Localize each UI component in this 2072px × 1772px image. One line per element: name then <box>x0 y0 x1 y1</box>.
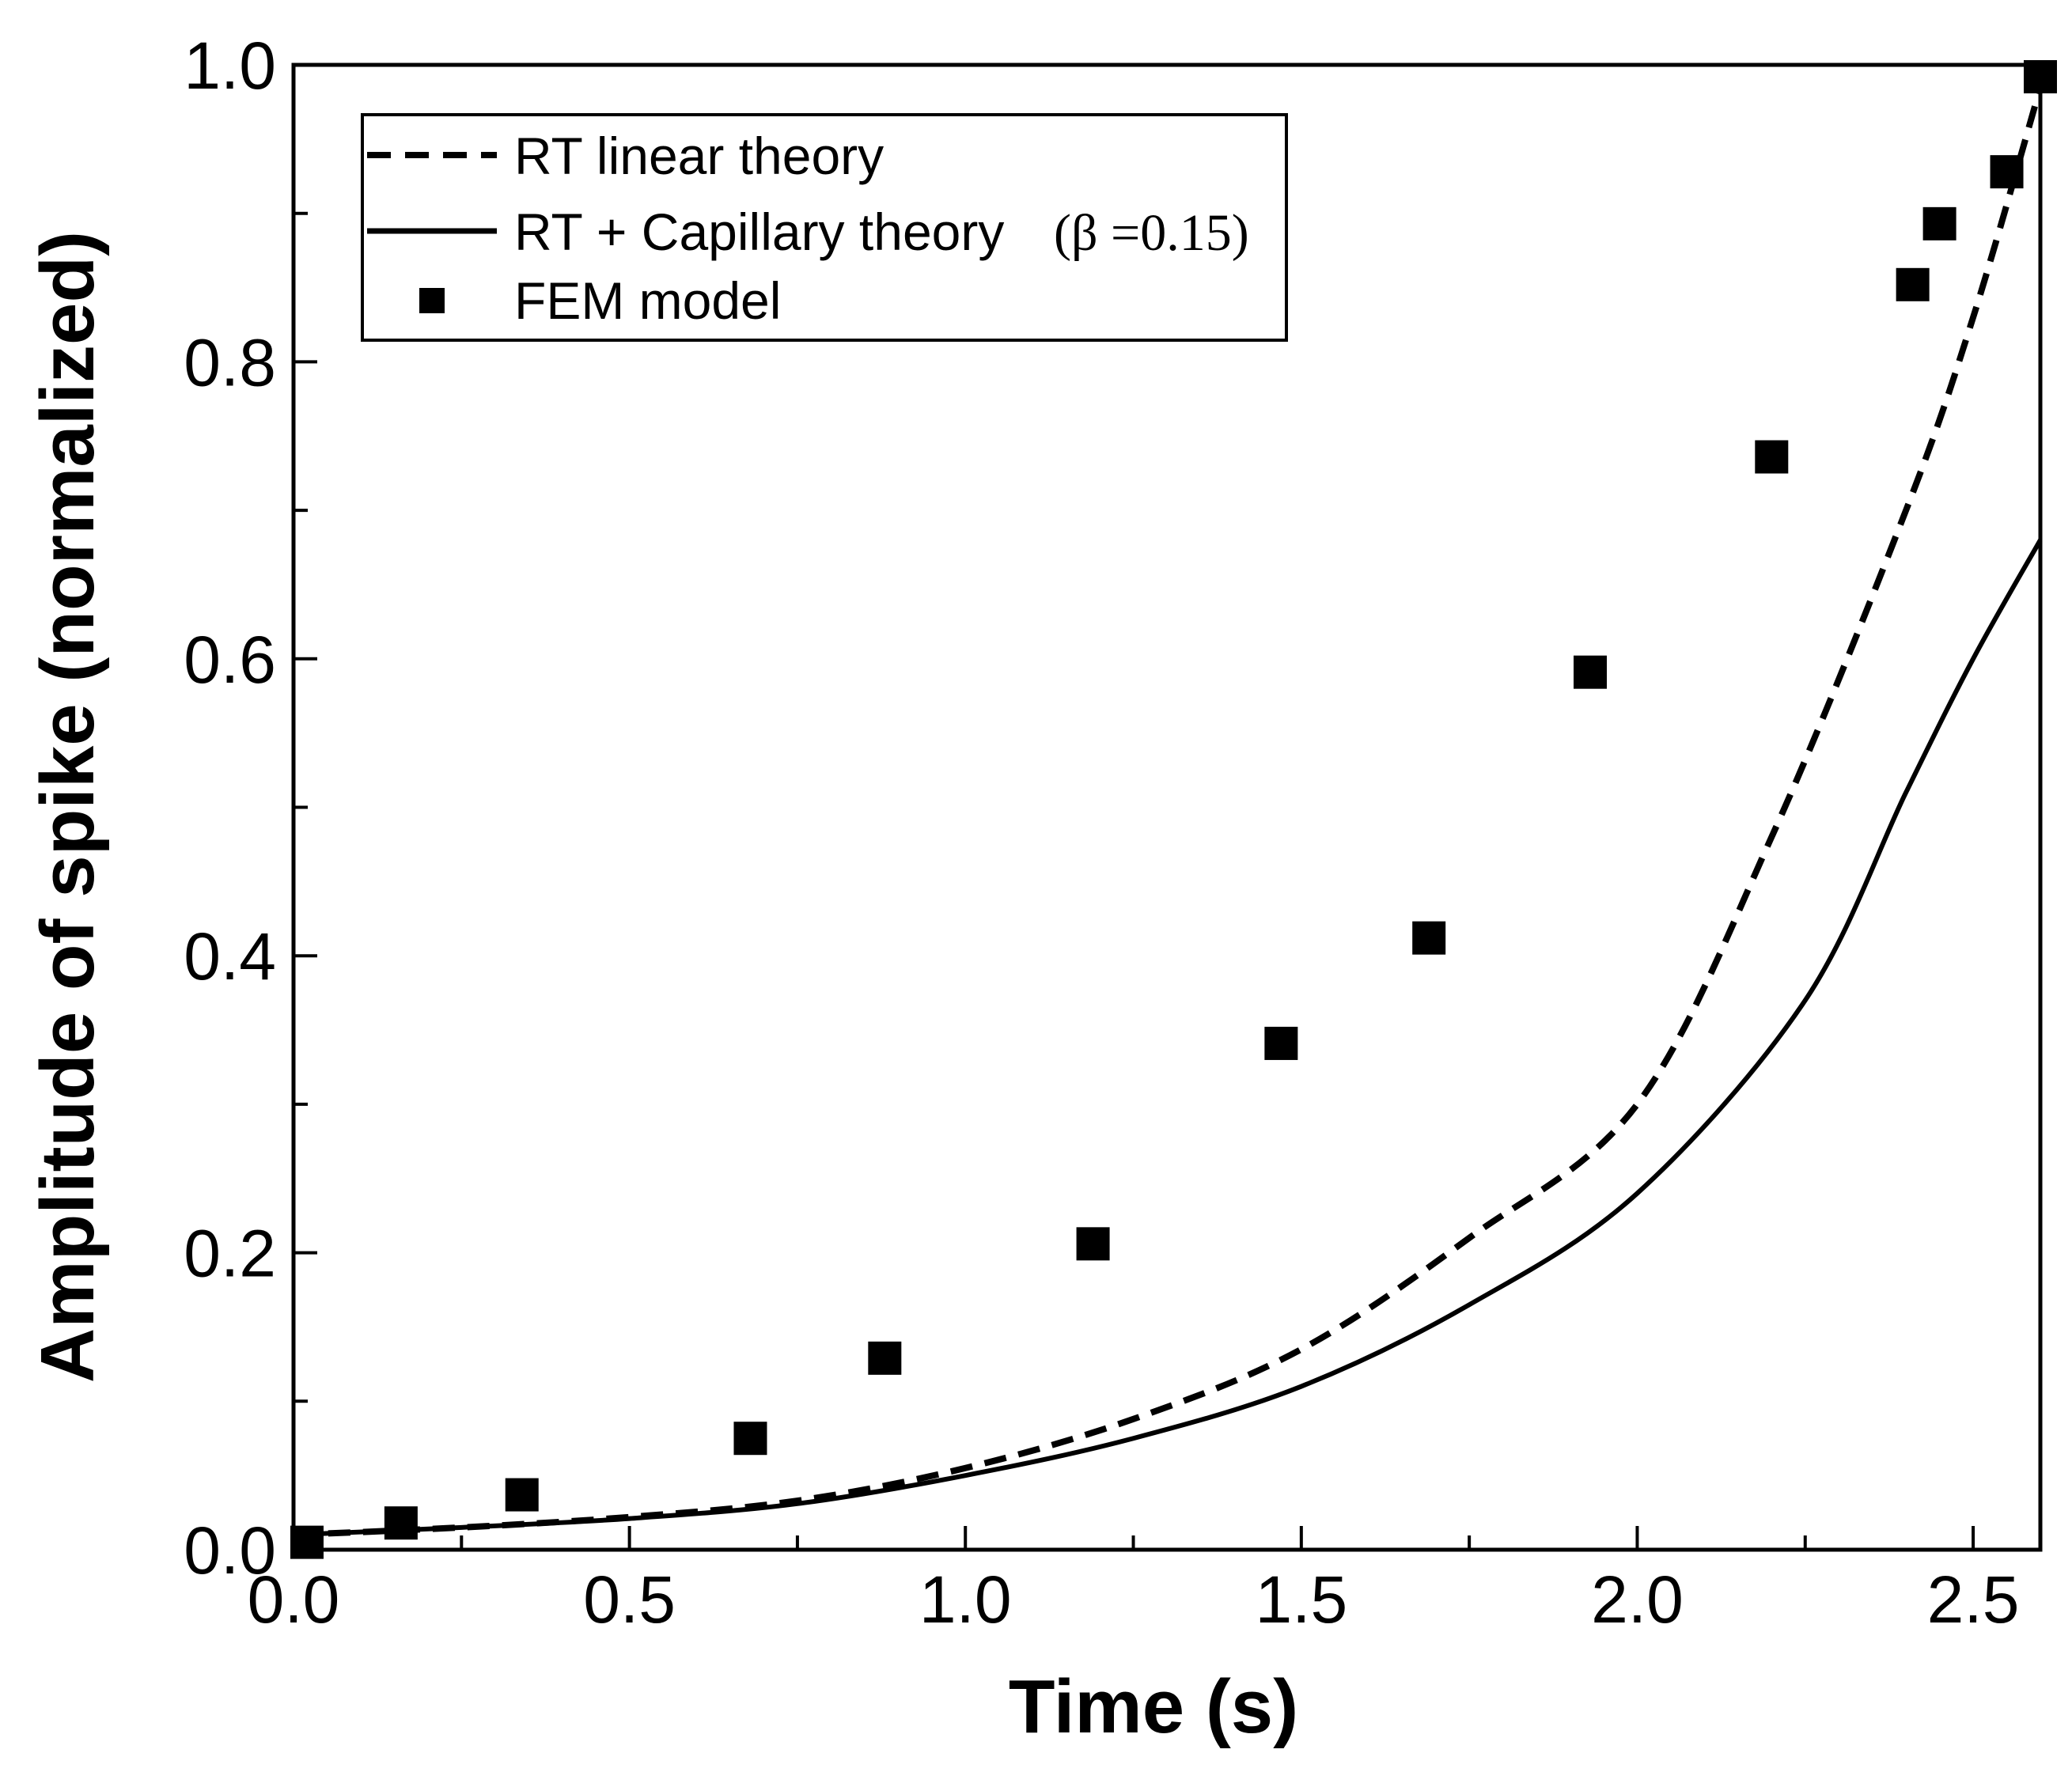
fem-marker <box>1574 655 1608 689</box>
series-line-rt-capillary <box>293 539 2043 1538</box>
series-lines <box>293 86 2044 1539</box>
y-tick-label: 0.8 <box>184 325 276 399</box>
x-axis-title: Time (s) <box>1009 1664 1298 1749</box>
x-tick-label: 1.0 <box>919 1562 1012 1637</box>
x-tick-label: 2.5 <box>1927 1562 2020 1637</box>
y-axis-title: Amplitude of spike (normalized) <box>25 231 110 1383</box>
y-tick-label: 0.0 <box>184 1513 276 1588</box>
fem-marker <box>505 1478 539 1512</box>
fem-marker <box>1896 267 1930 301</box>
legend-label-rt-linear: RT linear theory <box>514 127 884 185</box>
x-tick-label: 1.5 <box>1255 1562 1347 1637</box>
fem-marker <box>1076 1227 1110 1261</box>
y-tick-label: 0.2 <box>184 1217 276 1291</box>
y-tick-label: 0.6 <box>184 623 276 697</box>
fem-marker <box>290 1525 324 1559</box>
fem-marker <box>1922 206 1956 240</box>
fem-marker <box>2024 60 2057 94</box>
fem-marker <box>1990 155 2024 189</box>
fem-marker <box>733 1422 767 1456</box>
legend-label-beta: (β =0.15) <box>1054 204 1249 262</box>
x-tick-label: 0.0 <box>248 1562 340 1637</box>
x-tick-label: 0.5 <box>583 1562 676 1637</box>
fem-marker <box>384 1506 418 1540</box>
legend-label-rt-capillary: RT + Capillary theory <box>514 203 1004 261</box>
fem-marker <box>868 1341 902 1375</box>
x-tick-label: 2.0 <box>1591 1562 1684 1637</box>
axis-tick-labels: 0.0 0.5 1.0 1.5 2.0 2.5 0.0 0.2 0.4 0.6 0.8 1.0 <box>184 28 2019 1637</box>
legend-box <box>361 113 1288 342</box>
legend-label-fem: FEM model <box>514 271 781 330</box>
fem-markers <box>290 60 2057 1559</box>
fem-marker <box>1755 440 1789 474</box>
y-tick-label: 0.4 <box>184 919 276 994</box>
y-tick-label: 1.0 <box>184 28 276 103</box>
fem-marker <box>1412 921 1446 955</box>
legend-swatch-marker <box>419 288 445 313</box>
fem-marker <box>1264 1026 1298 1060</box>
legend: RT linear theory RT + Capillary theory (… <box>361 113 1288 342</box>
